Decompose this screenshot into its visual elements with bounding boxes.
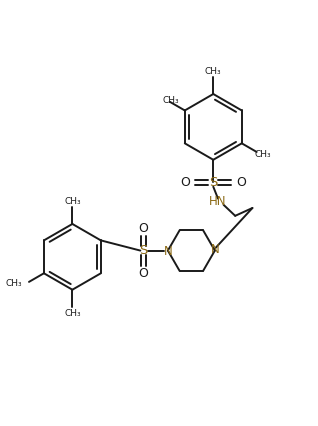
Text: CH₃: CH₃ bbox=[64, 197, 81, 206]
Text: CH₃: CH₃ bbox=[254, 150, 271, 158]
Text: O: O bbox=[139, 222, 149, 235]
Text: N: N bbox=[163, 245, 172, 258]
Text: O: O bbox=[180, 176, 190, 189]
Text: CH₃: CH₃ bbox=[5, 279, 22, 288]
Text: S: S bbox=[209, 176, 218, 189]
Text: CH₃: CH₃ bbox=[163, 96, 179, 105]
Text: CH₃: CH₃ bbox=[205, 66, 222, 76]
Text: HN: HN bbox=[209, 195, 227, 208]
Text: CH₃: CH₃ bbox=[64, 309, 81, 318]
Text: N: N bbox=[211, 243, 219, 256]
Text: O: O bbox=[139, 267, 149, 279]
Text: S: S bbox=[139, 244, 148, 257]
Text: O: O bbox=[237, 176, 246, 189]
